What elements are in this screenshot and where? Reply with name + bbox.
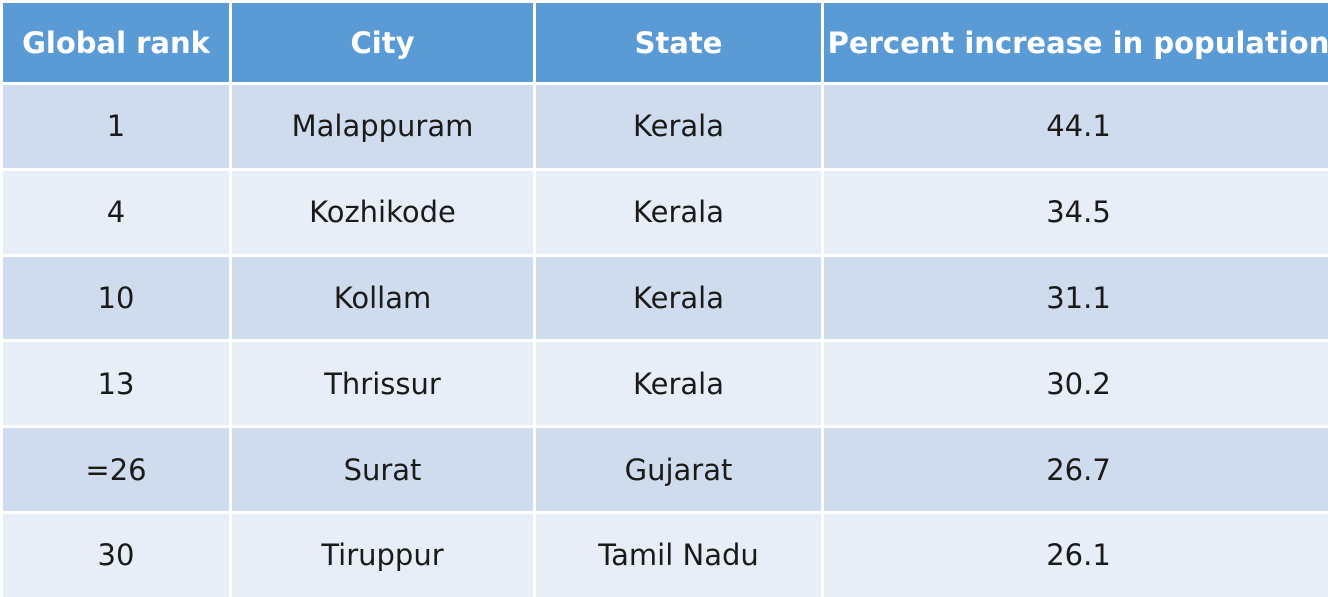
header-state: State: [536, 3, 821, 82]
table-cell-city: Tiruppur: [232, 513, 533, 597]
table-cell-city: Malappuram: [232, 85, 533, 168]
population-table: Global rank City State Percent increase …: [3, 3, 1328, 597]
header-percent-increase: Percent increase in population: [824, 3, 1328, 82]
table-cell-rank: 4: [3, 170, 229, 254]
table-cell-percent: 30.2: [824, 342, 1328, 426]
table-cell-state: Gujarat: [536, 428, 821, 511]
table-cell-rank: 13: [3, 342, 229, 426]
table-cell-city: Thrissur: [232, 342, 533, 426]
table-cell-state: Kerala: [536, 342, 821, 426]
table-cell-rank: 10: [3, 256, 229, 340]
table-cell-city: Kozhikode: [232, 170, 533, 254]
table-cell-city: Surat: [232, 428, 533, 511]
table-cell-percent: 34.5: [824, 170, 1328, 254]
header-city: City: [232, 3, 533, 82]
table-cell-percent: 31.1: [824, 256, 1328, 340]
header-global-rank: Global rank: [3, 3, 229, 82]
table-cell-percent: 26.7: [824, 428, 1328, 511]
table-cell-city: Kollam: [232, 256, 533, 340]
table-cell-percent: 26.1: [824, 513, 1328, 597]
table-cell-state: Kerala: [536, 256, 821, 340]
table-cell-percent: 44.1: [824, 85, 1328, 168]
table-cell-state: Kerala: [536, 170, 821, 254]
table-cell-rank: 30: [3, 513, 229, 597]
table-cell-state: Kerala: [536, 85, 821, 168]
table-cell-state: Tamil Nadu: [536, 513, 821, 597]
table-cell-rank: 1: [3, 85, 229, 168]
table-cell-rank: =26: [3, 428, 229, 511]
